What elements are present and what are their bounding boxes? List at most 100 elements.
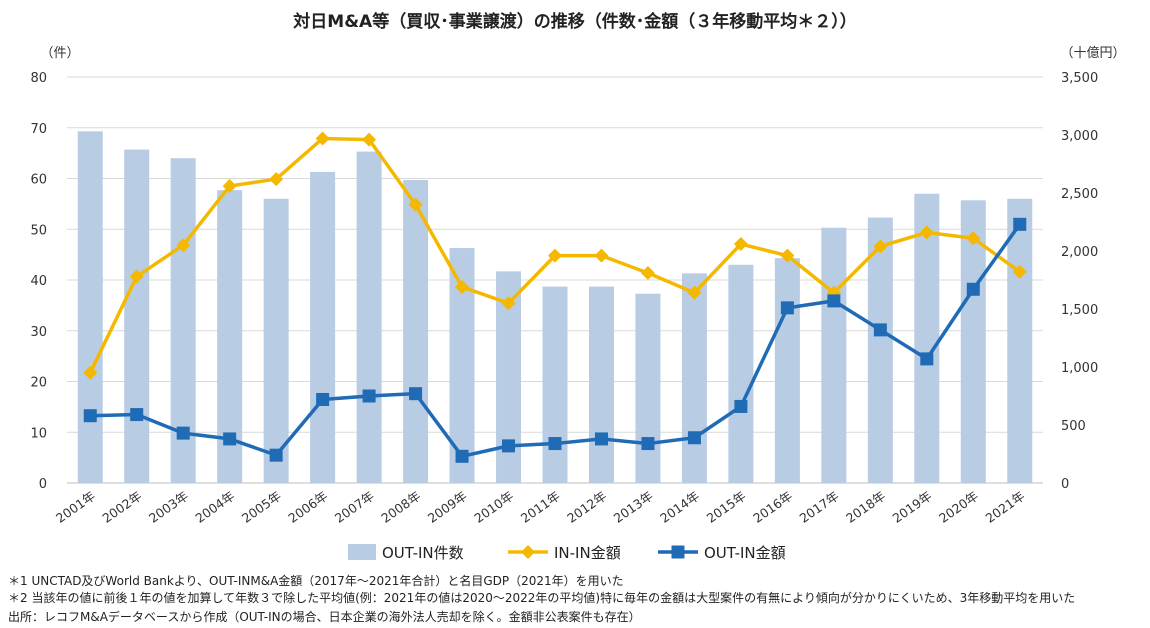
point-marker xyxy=(780,301,794,315)
y-right-tick-label: 3,000 xyxy=(1061,129,1098,144)
point-marker xyxy=(1013,217,1027,231)
chart-title: 対日M&A等（買収･事業譲渡）の推移（件数･金額（３年移動平均＊２）） xyxy=(292,11,856,32)
y-left-tick-label: 80 xyxy=(30,71,47,86)
legend-label: OUT-IN金額 xyxy=(704,544,786,562)
bar xyxy=(542,286,568,483)
y-left-tick-label: 40 xyxy=(30,274,47,289)
point-marker xyxy=(409,387,423,401)
y-left-tick-label: 0 xyxy=(39,477,47,492)
x-tick-label: 2001年 xyxy=(53,488,98,526)
point-marker xyxy=(362,389,376,403)
y-left-tick-label: 70 xyxy=(30,122,47,137)
x-tick-label: 2021年 xyxy=(983,488,1028,526)
point-marker xyxy=(640,266,655,281)
point-marker xyxy=(594,432,608,446)
point-marker xyxy=(130,408,144,422)
x-tick-label: 2019年 xyxy=(890,488,935,526)
point-marker xyxy=(594,248,609,263)
legend-marker xyxy=(671,545,685,559)
bar xyxy=(588,286,614,483)
bar xyxy=(914,193,940,483)
y-right-tick-label: 0 xyxy=(1061,477,1069,492)
bar xyxy=(263,198,289,484)
bar xyxy=(1007,198,1033,484)
bar xyxy=(867,217,893,483)
point-marker xyxy=(687,431,701,445)
bar xyxy=(728,264,754,483)
point-marker xyxy=(920,352,934,366)
legend-label: OUT-IN件数 xyxy=(382,544,464,562)
y-right-axis: 0 500 1,000 1,500 2,000 2,500 3,000 3,500 xyxy=(1061,71,1098,492)
point-marker xyxy=(873,239,888,254)
point-marker xyxy=(269,172,284,187)
y-left-tick-label: 30 xyxy=(30,325,47,340)
point-marker xyxy=(548,437,562,451)
x-tick-label: 2009年 xyxy=(425,488,470,526)
y-right-tick-label: 2,000 xyxy=(1061,245,1098,260)
point-marker xyxy=(733,237,748,252)
point-marker xyxy=(687,285,702,300)
x-tick-label: 2005年 xyxy=(239,488,284,526)
y-right-tick-label: 2,500 xyxy=(1061,187,1098,202)
bar xyxy=(960,200,986,483)
x-tick-label: 2012年 xyxy=(564,488,609,526)
point-marker xyxy=(362,132,377,147)
x-tick-label: 2017年 xyxy=(797,488,842,526)
legend-marker xyxy=(521,545,535,559)
bar xyxy=(356,151,382,484)
y-right-unit: （十億円） xyxy=(1060,45,1125,61)
x-tick-label: 2013年 xyxy=(611,488,656,526)
point-marker xyxy=(222,179,237,194)
point-marker xyxy=(455,279,470,294)
point-marker xyxy=(1012,264,1027,279)
point-marker xyxy=(176,426,190,440)
x-tick-label: 2018年 xyxy=(843,488,888,526)
x-tick-label: 2015年 xyxy=(704,488,749,526)
point-marker xyxy=(873,323,887,337)
point-marker xyxy=(966,231,981,246)
x-tick-label: 2008年 xyxy=(378,488,423,526)
point-marker xyxy=(734,399,748,413)
point-marker xyxy=(269,448,283,462)
source-note: 出所：レコフM&Aデータベースから作成（OUT-INの場合、日本企業の海外法人売… xyxy=(8,610,641,624)
bar xyxy=(403,180,429,483)
legend: OUT-IN件数 IN-IN金額 OUT-IN金額 xyxy=(348,544,786,562)
bar xyxy=(635,293,661,483)
bar xyxy=(681,273,707,483)
point-marker xyxy=(129,269,144,284)
x-tick-label: 2007年 xyxy=(332,488,377,526)
point-marker xyxy=(408,197,423,212)
y-left-unit: （件） xyxy=(40,46,79,61)
x-tick-label: 2004年 xyxy=(192,488,237,526)
bar-series xyxy=(77,131,1033,484)
legend-swatch xyxy=(348,544,376,560)
footnote-2: ＊2 当該年の値に前後１年の値を加算して年数３で除した平均値(例：2021年の値… xyxy=(8,591,1076,605)
x-tick-label: 2014年 xyxy=(657,488,702,526)
y-left-tick-label: 10 xyxy=(30,426,47,441)
point-marker xyxy=(83,409,97,423)
point-marker xyxy=(641,437,655,451)
y-right-tick-label: 1,500 xyxy=(1061,303,1098,318)
y-right-tick-label: 3,500 xyxy=(1061,71,1098,86)
y-left-tick-label: 20 xyxy=(30,376,47,391)
point-marker xyxy=(780,248,795,263)
x-tick-label: 2020年 xyxy=(936,488,981,526)
x-tick-label: 2016年 xyxy=(750,488,795,526)
bar xyxy=(124,149,150,483)
legend-label: IN-IN金額 xyxy=(554,544,621,562)
y-left-axis: 0 10 20 30 40 50 60 70 80 xyxy=(30,71,47,492)
x-axis: 2001年 2002年 2003年 2004年 2005年 2006年 2007年 2008年… xyxy=(53,488,1027,526)
bar xyxy=(310,171,336,483)
x-tick-label: 2002年 xyxy=(100,488,145,526)
point-marker xyxy=(548,248,562,263)
line-series xyxy=(83,131,1027,463)
y-left-tick-label: 50 xyxy=(30,223,47,238)
footnote-1: ＊1 UNCTAD及びWorld Bankより、OUT-INM&A金額（2017… xyxy=(8,574,624,588)
y-left-tick-label: 60 xyxy=(30,173,47,188)
x-tick-label: 2010年 xyxy=(471,488,516,526)
point-marker xyxy=(223,432,237,446)
bar xyxy=(821,227,847,483)
bar xyxy=(77,131,103,484)
point-marker xyxy=(316,392,330,406)
